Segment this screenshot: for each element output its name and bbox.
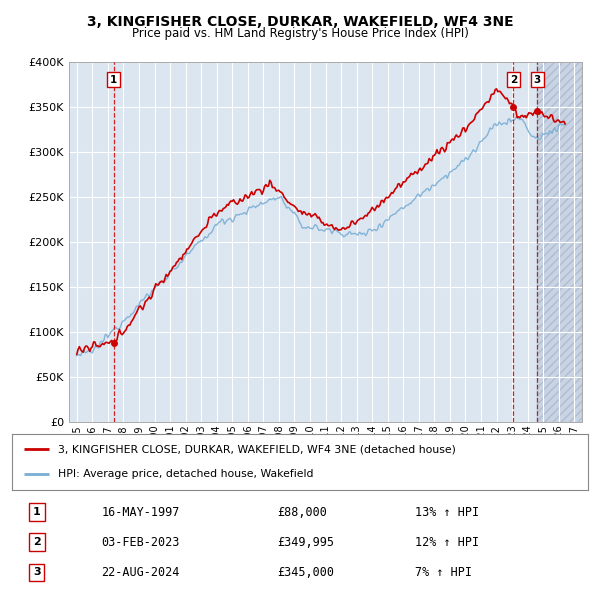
Text: HPI: Average price, detached house, Wakefield: HPI: Average price, detached house, Wake… <box>58 469 314 479</box>
Text: £345,000: £345,000 <box>277 566 334 579</box>
Text: 22-AUG-2024: 22-AUG-2024 <box>101 566 179 579</box>
Text: 16-MAY-1997: 16-MAY-1997 <box>101 506 179 519</box>
Text: 3: 3 <box>534 74 541 84</box>
Text: £349,995: £349,995 <box>277 536 334 549</box>
Text: 3, KINGFISHER CLOSE, DURKAR, WAKEFIELD, WF4 3NE (detached house): 3, KINGFISHER CLOSE, DURKAR, WAKEFIELD, … <box>58 444 456 454</box>
Text: 2: 2 <box>33 537 41 548</box>
Text: 1: 1 <box>33 507 41 517</box>
Text: 13% ↑ HPI: 13% ↑ HPI <box>415 506 479 519</box>
Text: 3, KINGFISHER CLOSE, DURKAR, WAKEFIELD, WF4 3NE: 3, KINGFISHER CLOSE, DURKAR, WAKEFIELD, … <box>86 15 514 29</box>
Text: 12% ↑ HPI: 12% ↑ HPI <box>415 536 479 549</box>
Text: 1: 1 <box>110 74 117 84</box>
Text: 2: 2 <box>510 74 517 84</box>
Text: Price paid vs. HM Land Registry's House Price Index (HPI): Price paid vs. HM Land Registry's House … <box>131 27 469 40</box>
Text: 03-FEB-2023: 03-FEB-2023 <box>101 536 179 549</box>
Text: 7% ↑ HPI: 7% ↑ HPI <box>415 566 472 579</box>
Bar <box>538 62 582 422</box>
Text: £88,000: £88,000 <box>277 506 327 519</box>
Text: 3: 3 <box>33 568 41 578</box>
